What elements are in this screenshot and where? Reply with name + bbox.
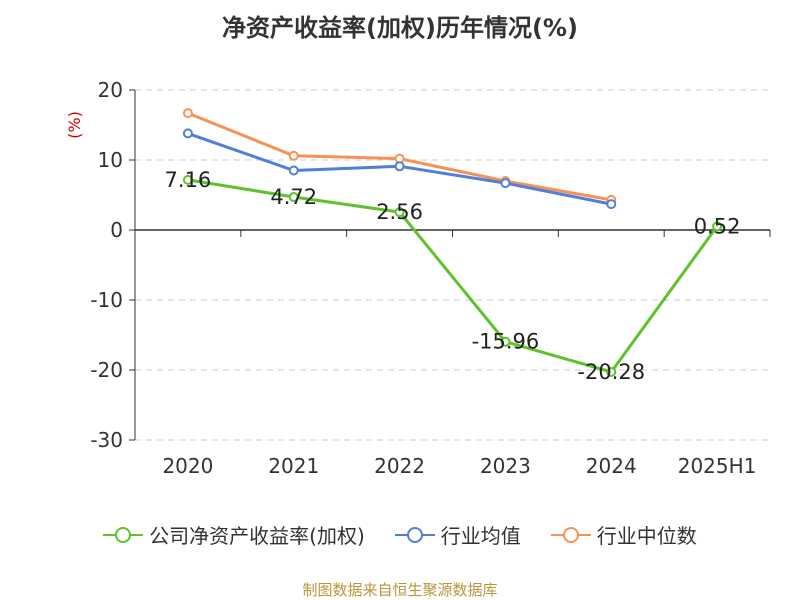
series-point-0	[606, 366, 617, 377]
data-label: -15.96	[472, 330, 540, 354]
data-label: 7.16	[165, 168, 212, 192]
series-point-1	[394, 161, 405, 172]
data-label: -20.28	[577, 360, 645, 384]
data-label: 2.56	[376, 200, 423, 224]
y-tick-label: 20	[98, 78, 123, 102]
series-point-1	[500, 178, 511, 189]
x-tick-label: 2022	[374, 454, 425, 478]
series-line-0	[187, 178, 719, 374]
x-tick-label: 2020	[162, 454, 213, 478]
legend-industry-median-label: 行业中位数	[596, 524, 697, 548]
x-tick-label: 2021	[268, 454, 319, 478]
data-label: 0.52	[694, 214, 741, 238]
y-tick-label: -30	[90, 428, 123, 452]
series-point-2	[182, 108, 193, 119]
y-tick-label: 10	[98, 148, 123, 172]
legend: 公司净资产收益率(加权) 行业均值 行业中位数	[0, 520, 800, 549]
source-credit: 制图数据来自恒生聚源数据库	[302, 581, 498, 599]
legend-company-label: 公司净资产收益率(加权)	[149, 524, 365, 548]
series-point-1	[606, 199, 617, 210]
legend-industry-median-line-icon	[550, 526, 591, 543]
y-tick-label: -20	[90, 358, 123, 382]
x-tick-label: 2025H1	[678, 454, 757, 478]
series-point-0	[288, 191, 299, 202]
y-tick-label: -10	[90, 288, 123, 312]
legend-company-line-icon	[103, 526, 144, 543]
x-tick-label: 2023	[480, 454, 531, 478]
series-point-1	[288, 165, 299, 176]
series-point-0	[394, 207, 405, 218]
y-tick-label: 0	[110, 218, 123, 242]
series-point-0	[182, 174, 193, 185]
legend-item-industry-median[interactable]: 行业中位数	[550, 520, 697, 549]
legend-industry-avg-label: 行业均值	[440, 524, 521, 548]
data-label: 4.72	[270, 185, 317, 209]
series-point-1	[182, 128, 193, 139]
series-point-0	[500, 336, 511, 347]
x-tick-label: 2024	[586, 454, 637, 478]
legend-item-company[interactable]: 公司净资产收益率(加权)	[103, 520, 365, 549]
y-axis-label: (%)	[65, 111, 84, 139]
legend-industry-avg-line-icon	[394, 526, 435, 543]
series-point-2	[288, 150, 299, 161]
legend-item-industry-avg[interactable]: 行业均值	[394, 520, 521, 549]
series-point-0	[712, 221, 723, 232]
chart-title: 净资产收益率(加权)历年情况(%)	[222, 14, 578, 42]
